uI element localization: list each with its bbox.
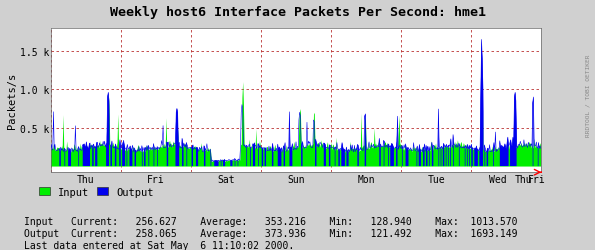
Legend: Input, Output: Input, Output	[35, 183, 158, 201]
Text: Output  Current:   258.065    Average:   373.936    Min:   121.492    Max:  1693: Output Current: 258.065 Average: 373.936…	[24, 228, 517, 238]
Text: Weekly host6 Interface Packets Per Second: hme1: Weekly host6 Interface Packets Per Secon…	[109, 6, 486, 19]
Text: RRDTOOL / TOBI OETIKER: RRDTOOL / TOBI OETIKER	[586, 54, 591, 136]
Y-axis label: Packets/s: Packets/s	[7, 72, 17, 129]
Text: Last data entered at Sat May  6 11:10:02 2000.: Last data entered at Sat May 6 11:10:02 …	[24, 240, 294, 250]
Text: Input   Current:   256.627    Average:   353.216    Min:   128.940    Max:  1013: Input Current: 256.627 Average: 353.216 …	[24, 216, 517, 226]
